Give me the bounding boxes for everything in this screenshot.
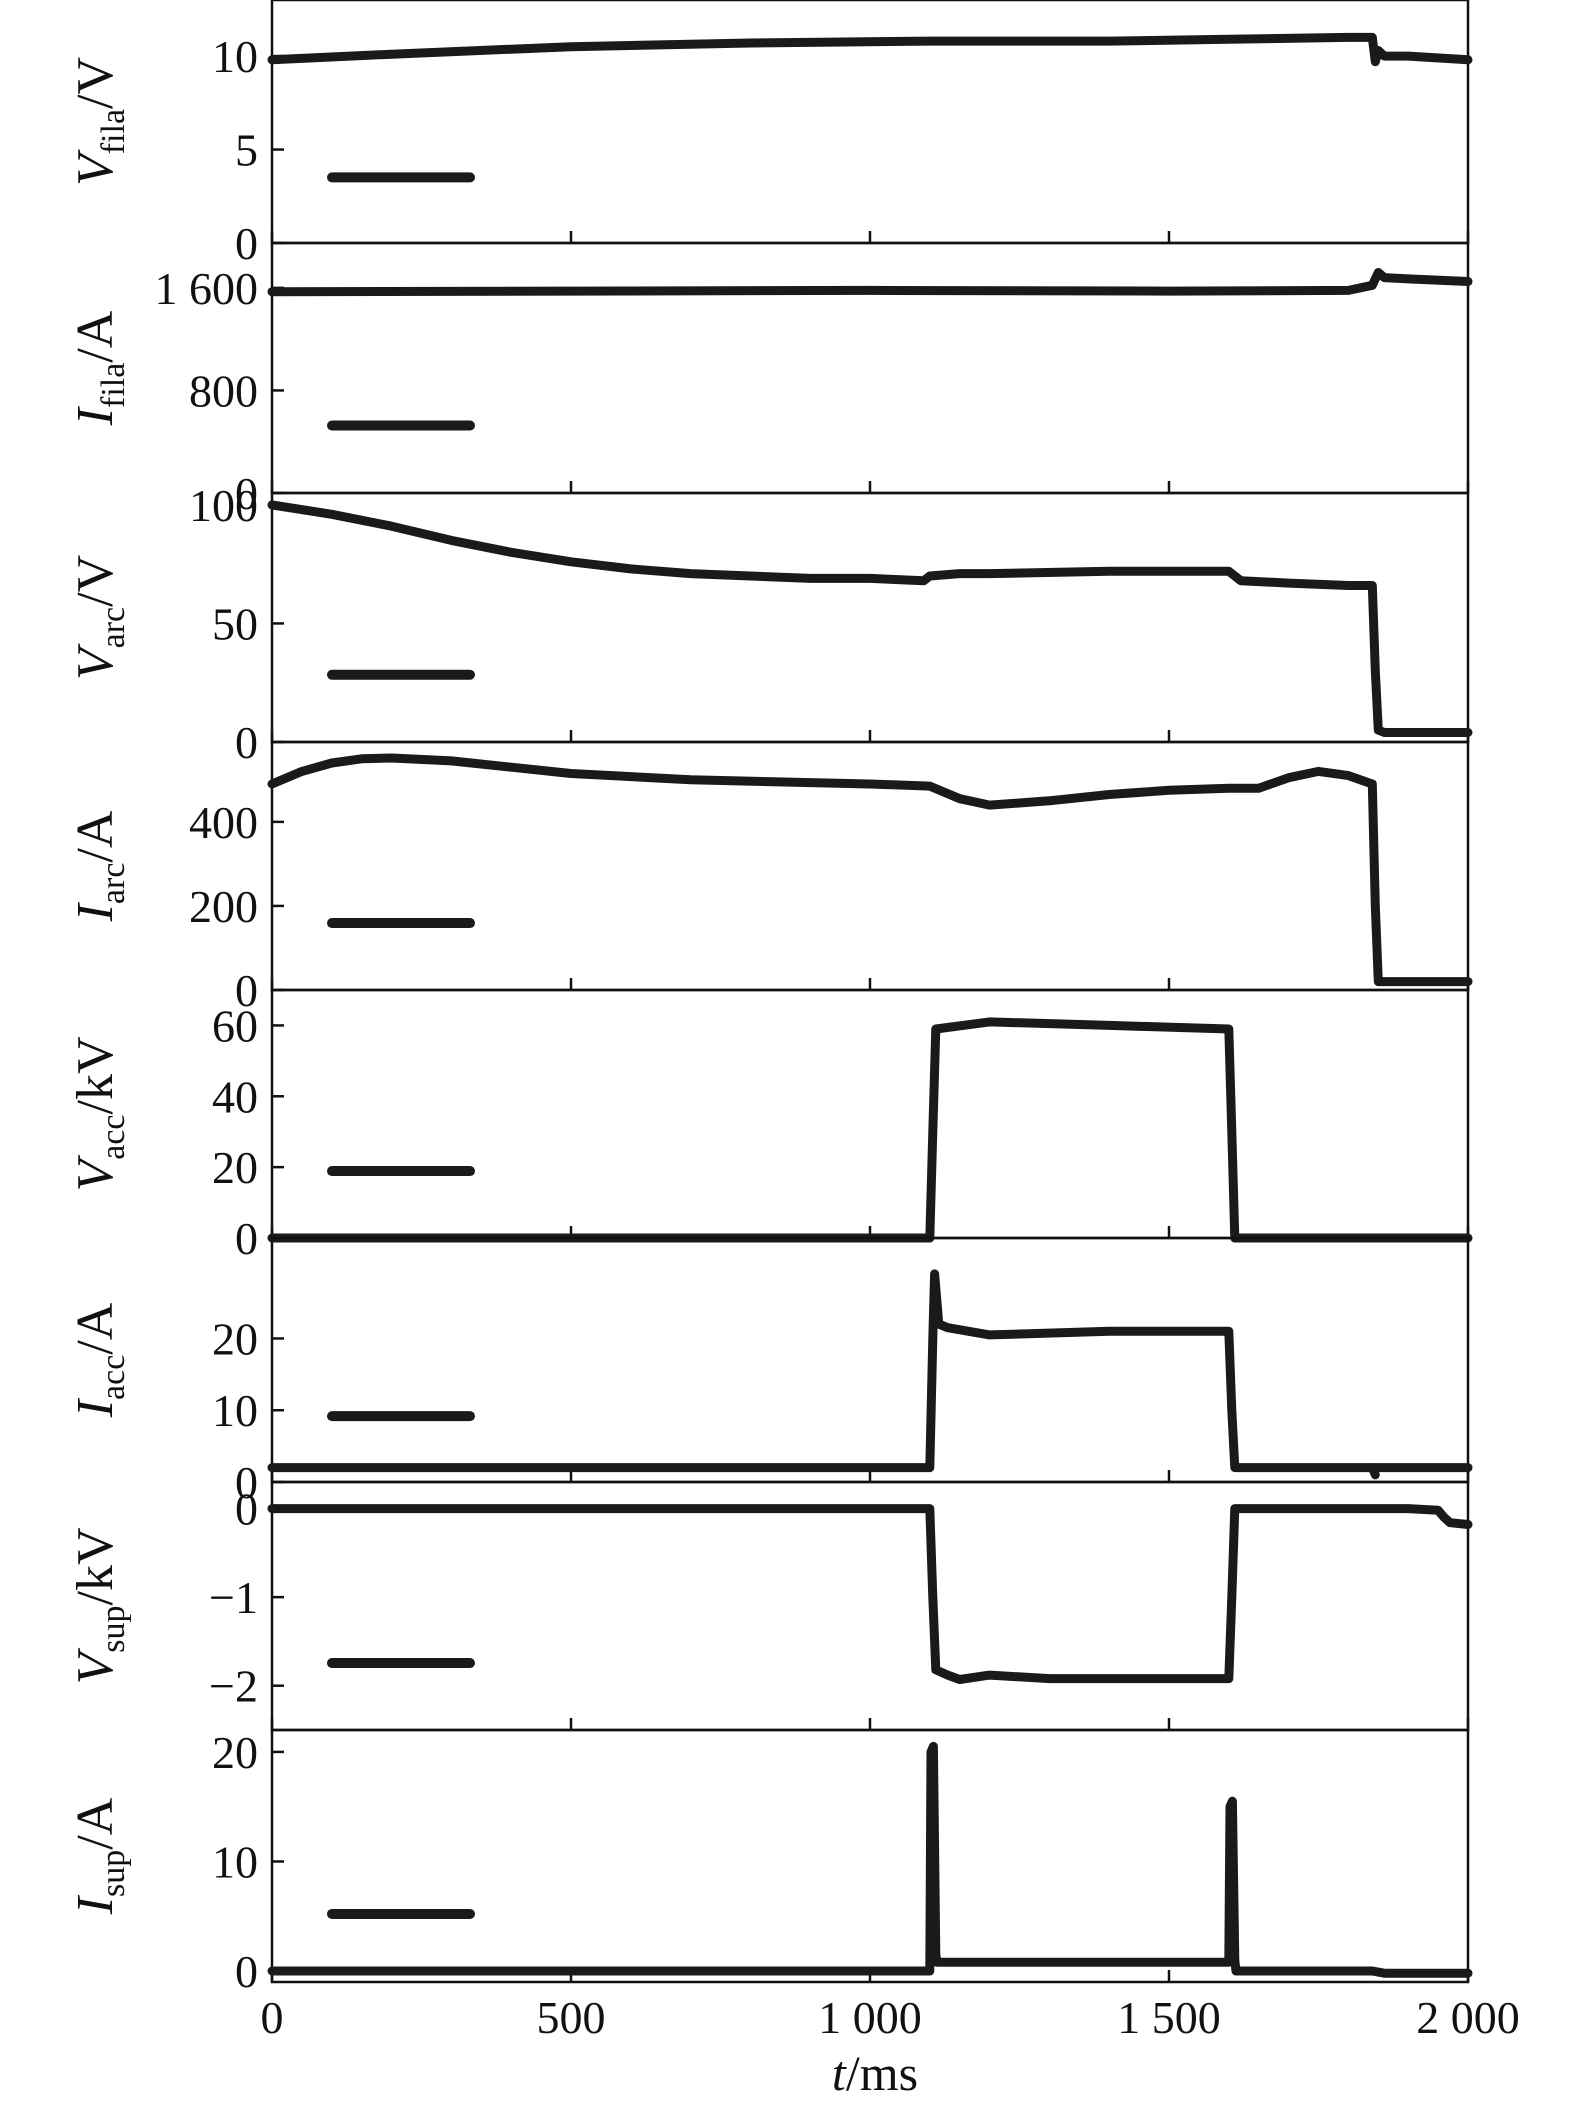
y-tick-label: 50 [212,598,258,649]
y-tick-label: 0 [235,1946,258,1997]
y-axis-label: Iarc/A [67,810,132,922]
y-tick-label: 0 [235,1457,258,1508]
y-tick-label: 800 [189,365,258,416]
y-axis-label: Ifila/A [67,310,132,426]
y-tick-label: 10 [212,31,258,82]
y-tick-label: 200 [189,881,258,932]
panel-frame [270,1236,1470,1484]
x-axis: t/ms 0 500 1 000 1 500 2 000 [261,1992,1520,2101]
series-line [267,500,1473,737]
x-axis-label: t/ms [832,2045,918,2101]
y-axis-label: Iacc/A [67,1302,132,1418]
panel-v-fila: 0 5 10 Vfila/V [67,0,1473,269]
y-tick-label: 0 [235,1213,258,1264]
y-tick-label: 5 [235,125,258,176]
y-axis-label: Vsup/kV [67,1528,132,1685]
panel-i-fila: 0 800 1 600 Ifila/A [67,241,1473,519]
y-tick-label: 60 [212,1000,258,1051]
y-axis-label: Vacc/kV [67,1036,132,1191]
y-tick-label: −2 [209,1661,258,1712]
panel-frame [270,1728,1470,1984]
panel-frame [270,241,1470,495]
y-tick-label: 1 600 [155,263,259,314]
x-tick-label: 1 500 [1117,1992,1221,2043]
panel-i-sup: 0 10 20 Isup/A [67,1727,1473,1997]
y-tick-label: 10 [212,1385,258,1436]
series-line [267,32,1473,67]
x-tick-label: 500 [537,1992,606,2043]
series-line [267,1504,1473,1684]
y-tick-label: 20 [212,1142,258,1193]
y-tick-label: 0 [235,468,258,519]
panel-v-acc: 0 20 40 60 Vacc/kV [67,988,1473,1264]
y-axis-label: Isup/A [67,1797,132,1915]
y-tick-label: 40 [212,1071,258,1122]
panel-frame [270,491,1470,744]
y-tick-label: 400 [189,797,258,848]
x-tick-label: 0 [261,1992,284,2043]
y-tick-label: 100 [189,480,258,531]
panel-frame [270,988,1470,1240]
y-tick-label: 0 [235,218,258,269]
y-tick-label: 0 [235,965,258,1016]
x-tick-label: 1 000 [818,1992,922,2043]
series-line [1367,1463,1380,1480]
y-tick-label: 0 [235,717,258,768]
panel-v-arc: 0 50 100 Varc/V [67,480,1473,768]
series-line [267,1741,1473,1978]
series-line [267,1269,1473,1473]
series-line [267,268,1473,297]
series-line [267,1017,1473,1243]
panel-i-acc: 0 10 20 Iacc/A [67,1236,1473,1508]
y-tick-label: 20 [212,1313,258,1364]
y-axis-label: Vfila/V [67,57,132,186]
x-tick-label: 2 000 [1416,1992,1520,2043]
y-tick-label: 10 [212,1836,258,1887]
y-axis-label: Varc/V [67,555,132,680]
panel-i-arc: 0 200 400 Iarc/A [67,740,1473,1016]
y-tick-label: 0 [235,1484,258,1535]
panel-v-sup: −2 −1 0 Vsup/kV [67,1480,1473,1732]
series-line [267,753,1473,987]
y-tick-label: 20 [212,1727,258,1778]
y-tick-label: −1 [209,1572,258,1623]
panel-frame [270,1480,1470,1732]
